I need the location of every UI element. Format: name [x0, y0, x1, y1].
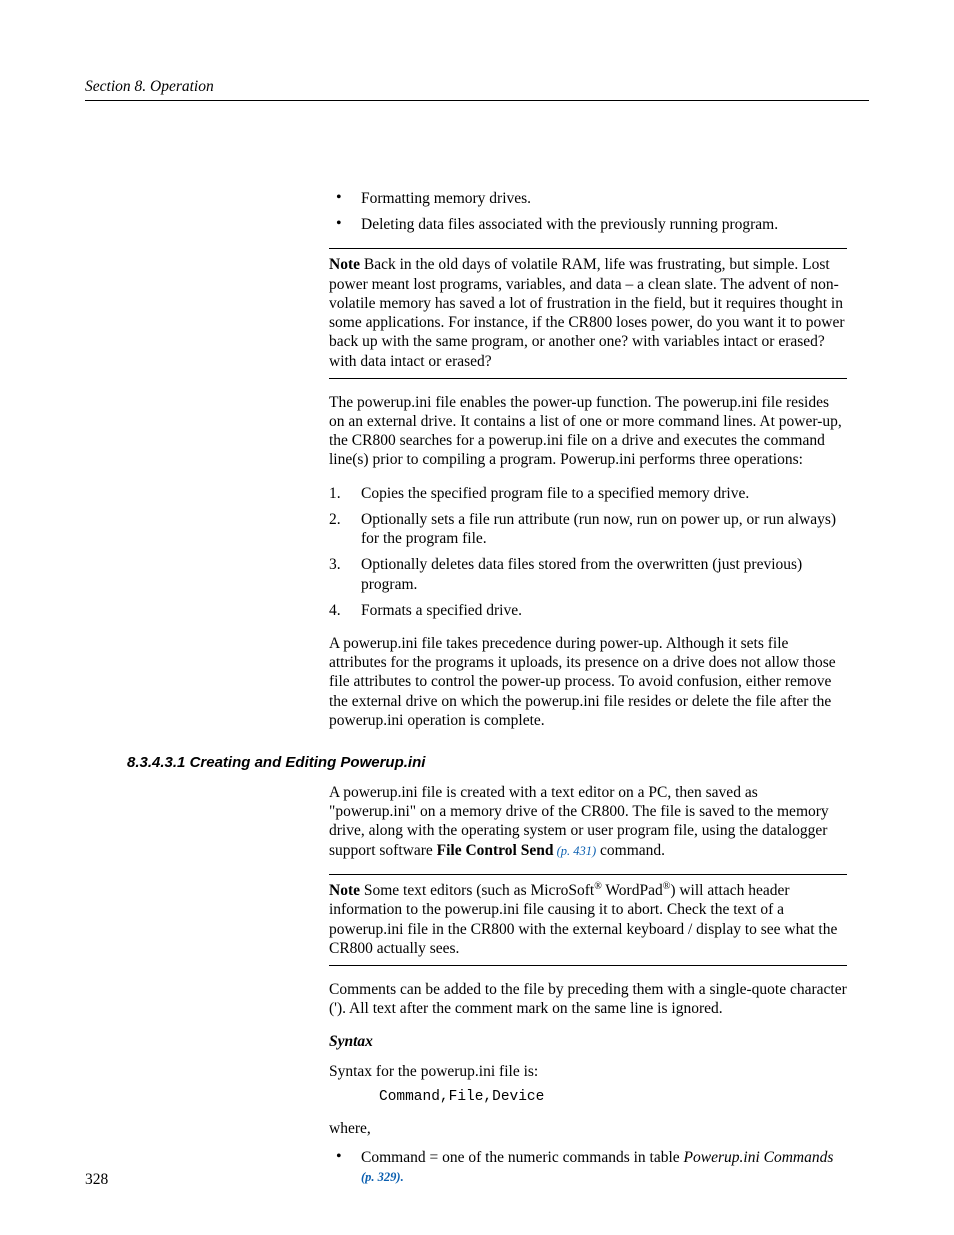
list-item: Formatting memory drives.: [329, 189, 847, 208]
page-number: 328: [85, 1171, 108, 1189]
list-item: Command = one of the numeric commands in…: [329, 1148, 847, 1186]
note-label: Note: [329, 882, 360, 899]
top-bullet-list: Formatting memory drives. Deleting data …: [329, 189, 847, 234]
list-item: Copies the specified program file to a s…: [329, 484, 847, 503]
subsection-heading: 8.3.4.3.1 Creating and Editing Powerup.i…: [127, 754, 869, 771]
list-item: Deleting data files associated with the …: [329, 215, 847, 234]
list-item: Optionally sets a file run attribute (ru…: [329, 510, 847, 548]
paragraph: Comments can be added to the file by pre…: [329, 980, 847, 1018]
list-item: Formats a specified drive.: [329, 601, 847, 620]
running-header: Section 8. Operation: [85, 78, 869, 101]
subsection-title: Creating and Editing Powerup.ini: [190, 754, 426, 771]
paragraph: The powerup.ini file enables the power-u…: [329, 393, 847, 470]
note-label: Note: [329, 256, 360, 273]
registered-mark: ®: [594, 881, 602, 892]
bullet-list: Command = one of the numeric commands in…: [329, 1148, 847, 1186]
text-run: WordPad: [602, 882, 663, 899]
paragraph: Syntax for the powerup.ini file is:: [329, 1062, 847, 1081]
subsection-number: 8.3.4.3.1: [127, 754, 185, 771]
list-item: Optionally deletes data files stored fro…: [329, 555, 847, 593]
syntax-heading: Syntax: [329, 1032, 847, 1051]
paragraph: where,: [329, 1119, 847, 1138]
note-block: Note Some text editors (such as MicroSof…: [329, 874, 847, 966]
italic-text: Powerup.ini Commands: [684, 1149, 834, 1166]
code-line: Command,File,Device: [379, 1089, 847, 1107]
text-run: Command = one of the numeric commands in…: [361, 1149, 684, 1166]
paragraph: A powerup.ini file is created with a tex…: [329, 783, 847, 860]
page-ref-link[interactable]: (p. 329).: [361, 1170, 404, 1184]
note-text: Back in the old days of volatile RAM, li…: [329, 256, 845, 369]
bold-text: File Control Send: [437, 842, 554, 859]
paragraph: A powerup.ini file takes precedence duri…: [329, 634, 847, 730]
numbered-list: Copies the specified program file to a s…: [329, 484, 847, 620]
text-run: Some text editors (such as MicroSoft: [360, 882, 594, 899]
page-ref-link[interactable]: (p. 431): [553, 844, 596, 858]
text-run: command.: [596, 842, 665, 859]
note-block: Note Back in the old days of volatile RA…: [329, 248, 847, 378]
